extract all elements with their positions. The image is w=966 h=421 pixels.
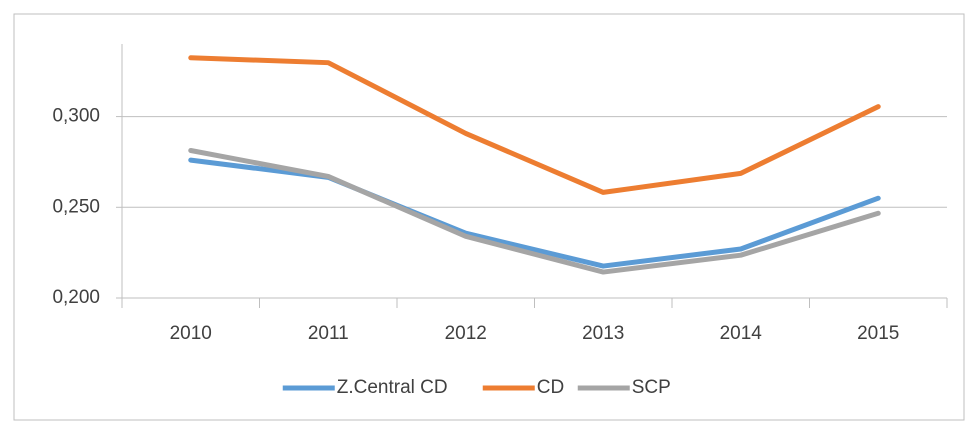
x-tick-label: 2014 [720,323,763,344]
x-tick-label: 2015 [857,323,899,344]
chart-border [13,13,965,421]
series-line [188,147,881,275]
legend-label: SCP [632,377,671,398]
y-tick-label: 0,200 [52,287,100,308]
series-line [188,55,881,195]
y-tick-label: 0,300 [52,106,100,127]
x-tick-label: 2013 [582,323,624,344]
legend-label: Z.Central CD [337,377,448,398]
x-tick-label: 2012 [445,323,487,344]
x-tick-label: 2010 [170,323,212,344]
y-tick-label: 0,250 [52,196,100,217]
legend-label: CD [537,377,564,398]
x-tick-label: 2011 [308,323,349,344]
